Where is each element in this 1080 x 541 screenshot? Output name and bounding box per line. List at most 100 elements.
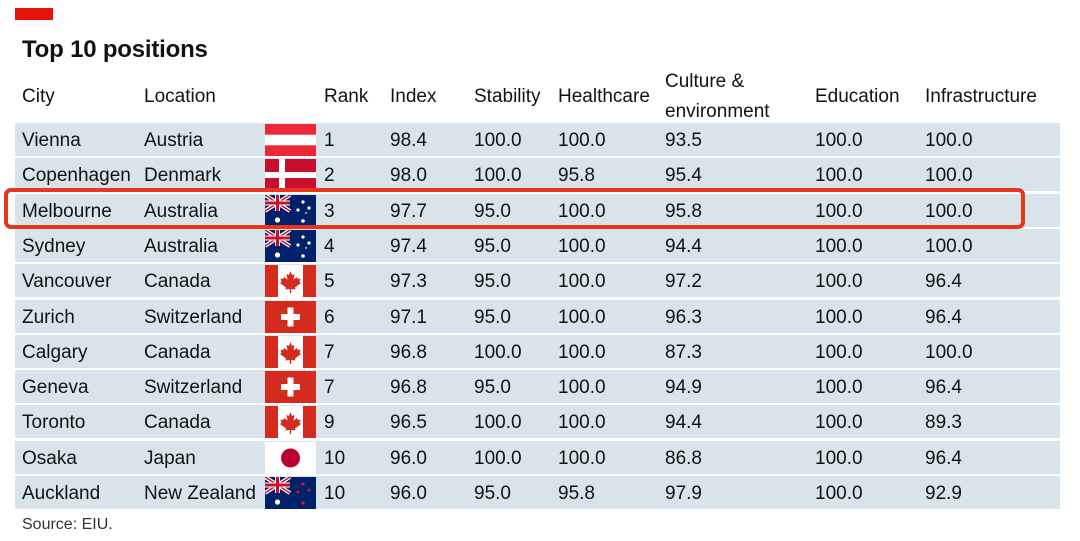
flag-canada-icon xyxy=(265,265,316,298)
cell-index: 97.7 xyxy=(390,200,427,222)
cell-culture: 95.8 xyxy=(665,200,702,222)
cell-culture: 94.4 xyxy=(665,412,702,434)
cell-city: Copenhagen xyxy=(22,165,131,187)
cell-healthcare: 100.0 xyxy=(558,447,606,469)
flag-denmark-icon xyxy=(265,159,316,192)
cell-city: Geneva xyxy=(22,377,89,399)
flag-australia-icon xyxy=(265,194,316,227)
cell-education: 100.0 xyxy=(815,306,863,328)
flag-switzerland-icon xyxy=(265,300,316,333)
cell-location: New Zealand xyxy=(144,483,256,504)
cell-index: 98.0 xyxy=(390,165,427,187)
cell-index: 98.4 xyxy=(390,130,427,151)
cell-city: Melbourne xyxy=(22,200,112,222)
cell-healthcare: 100.0 xyxy=(558,306,606,328)
cell-rank: 3 xyxy=(324,200,335,222)
cell-infrastructure: 92.9 xyxy=(925,483,962,504)
cell-education: 100.0 xyxy=(815,447,863,469)
cell-education: 100.0 xyxy=(815,341,863,363)
header-rank: Rank xyxy=(324,86,369,107)
cell-infrastructure: 96.4 xyxy=(925,306,962,328)
cell-healthcare: 100.0 xyxy=(558,377,606,399)
table-row: Sydney Australia 4 97.4 95.0 100.0 94.4 100.0 10… xyxy=(15,228,1060,262)
header-culture-line1: Culture & xyxy=(665,71,745,92)
cell-culture: 96.3 xyxy=(665,306,702,328)
cell-index: 96.5 xyxy=(390,412,427,434)
cell-location: Australia xyxy=(144,235,218,257)
table-row: Auckland New Zealand 10 96.0 95.0 95.8 97.9 100… xyxy=(15,476,1060,509)
cell-culture: 86.8 xyxy=(665,447,702,469)
cell-location: Canada xyxy=(144,412,211,434)
cell-index: 96.0 xyxy=(390,447,427,469)
flag-new-zealand-icon xyxy=(265,477,316,509)
cell-healthcare: 100.0 xyxy=(558,341,606,363)
flag-canada-icon xyxy=(265,335,316,368)
flag-austria-icon xyxy=(265,124,316,156)
cell-stability: 95.0 xyxy=(474,235,511,257)
cell-culture: 87.3 xyxy=(665,341,702,363)
cell-infrastructure: 100.0 xyxy=(925,165,973,187)
cell-healthcare: 100.0 xyxy=(558,200,606,222)
table-row: Toronto Canada 9 96.5 100.0 100.0 94.4 100.0 89.… xyxy=(15,405,1060,439)
cell-culture: 94.9 xyxy=(665,377,702,399)
accent-bar xyxy=(15,8,53,20)
cell-city: Zurich xyxy=(22,306,75,328)
cell-location: Switzerland xyxy=(144,377,243,399)
cell-rank: 10 xyxy=(324,447,346,469)
table-row: Melbourne Australia 3 97.7 95.0 100.0 95.8 100.… xyxy=(15,193,1060,227)
cell-education: 100.0 xyxy=(815,377,863,399)
header-index: Index xyxy=(390,86,437,107)
highlight-outline xyxy=(4,187,1025,229)
cell-city: Auckland xyxy=(22,483,101,504)
page-title: Top 10 positions xyxy=(22,36,208,63)
cell-index: 96.0 xyxy=(390,483,427,504)
flag-canada-icon xyxy=(265,406,316,439)
cell-stability: 95.0 xyxy=(474,483,511,504)
flag-australia-icon xyxy=(265,229,316,262)
cell-city: Vancouver xyxy=(22,271,112,293)
cell-education: 100.0 xyxy=(815,412,863,434)
cell-rank: 4 xyxy=(324,235,335,257)
cell-healthcare: 95.8 xyxy=(558,165,595,187)
cell-education: 100.0 xyxy=(815,483,863,504)
cell-stability: 95.0 xyxy=(474,306,511,328)
cell-stability: 100.0 xyxy=(474,341,522,363)
table-row: Calgary Canada 7 96.8 100.0 100.0 87.3 100.0 100… xyxy=(15,334,1060,368)
cell-infrastructure: 96.4 xyxy=(925,271,962,293)
cell-rank: 1 xyxy=(324,130,335,151)
cell-infrastructure: 100.0 xyxy=(925,200,973,222)
cell-culture: 97.2 xyxy=(665,271,702,293)
cell-rank: 7 xyxy=(324,341,335,363)
cell-infrastructure: 100.0 xyxy=(925,130,973,151)
cell-index: 97.1 xyxy=(390,306,427,328)
cell-stability: 100.0 xyxy=(474,130,522,151)
cell-education: 100.0 xyxy=(815,165,863,187)
cell-location: Japan xyxy=(144,447,196,469)
header-healthcare: Healthcare xyxy=(558,86,650,107)
cell-city: Osaka xyxy=(22,447,77,469)
cell-city: Toronto xyxy=(22,412,86,434)
cell-education: 100.0 xyxy=(815,271,863,293)
header-stability: Stability xyxy=(474,86,541,107)
cell-location: Denmark xyxy=(144,165,222,187)
cell-infrastructure: 89.3 xyxy=(925,412,962,434)
cell-healthcare: 95.8 xyxy=(558,483,595,504)
cell-index: 96.8 xyxy=(390,377,427,399)
cell-infrastructure: 96.4 xyxy=(925,447,962,469)
header-infrastructure: Infrastructure xyxy=(925,86,1037,107)
cell-location: Austria xyxy=(144,130,204,151)
cell-culture: 94.4 xyxy=(665,235,702,257)
table-row: Vancouver Canada 5 97.3 95.0 100.0 97.2 100.0 96… xyxy=(15,264,1060,298)
cell-stability: 95.0 xyxy=(474,200,511,222)
cell-location: Canada xyxy=(144,341,211,363)
cell-city: Sydney xyxy=(22,235,86,257)
cell-infrastructure: 100.0 xyxy=(925,341,973,363)
header-city: City xyxy=(22,86,55,107)
cell-education: 100.0 xyxy=(815,235,863,257)
cell-healthcare: 100.0 xyxy=(558,130,606,151)
table-row: Zurich Switzerland 6 97.1 95.0 100.0 96.3 100.0… xyxy=(15,299,1060,333)
cell-education: 100.0 xyxy=(815,200,863,222)
cell-healthcare: 100.0 xyxy=(558,412,606,434)
cell-stability: 95.0 xyxy=(474,271,511,293)
cell-rank: 9 xyxy=(324,412,335,434)
